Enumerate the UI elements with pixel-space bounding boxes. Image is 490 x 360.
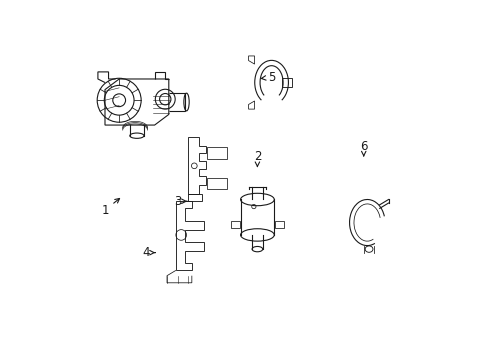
Text: 5: 5 xyxy=(261,71,275,84)
Bar xyxy=(282,78,292,87)
Text: 3: 3 xyxy=(174,195,187,208)
Text: 6: 6 xyxy=(360,140,368,156)
Bar xyxy=(207,177,226,189)
Text: 4: 4 xyxy=(142,246,155,259)
Text: 2: 2 xyxy=(254,150,261,167)
Bar xyxy=(207,147,226,159)
Bar xyxy=(275,221,284,228)
Bar xyxy=(231,221,240,228)
Text: 1: 1 xyxy=(101,198,120,217)
